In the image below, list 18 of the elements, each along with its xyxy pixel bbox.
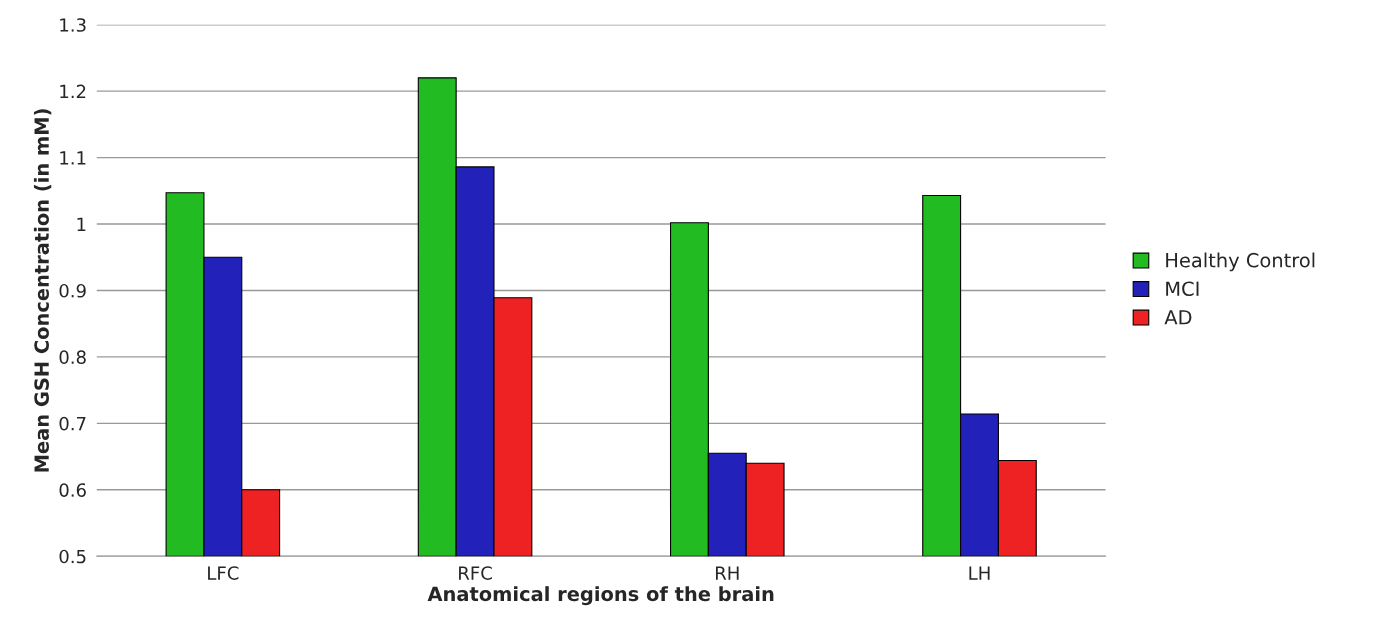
x-tick-label: RH: [715, 566, 739, 580]
y-tick-label: 0.9: [59, 283, 86, 298]
y-tick-label: 1.2: [60, 84, 86, 99]
x-axis-title: Anatomical regions of the brain: [427, 586, 774, 606]
y-tick-label: 0.6: [59, 483, 86, 497]
legend-label: AD: [1164, 310, 1192, 325]
x-tick-label: LH: [969, 566, 990, 580]
y-tick-label: 1.1: [60, 151, 86, 165]
x-tick-label: LFC: [208, 566, 239, 580]
y-tick-label: 0.5: [59, 549, 86, 564]
y-tick-label: 0.7: [59, 416, 86, 431]
y-axis-title: Mean GSH Concentration (in mM): [33, 109, 52, 472]
y-tick-label: 1.3: [60, 18, 86, 32]
legend-label: Healthy Control: [1166, 252, 1315, 272]
legend-label: MCI: [1166, 281, 1199, 297]
x-tick-label: RFC: [459, 566, 492, 580]
y-tick-label: 0.8: [59, 350, 86, 365]
y-tick-label: 1: [77, 217, 86, 231]
